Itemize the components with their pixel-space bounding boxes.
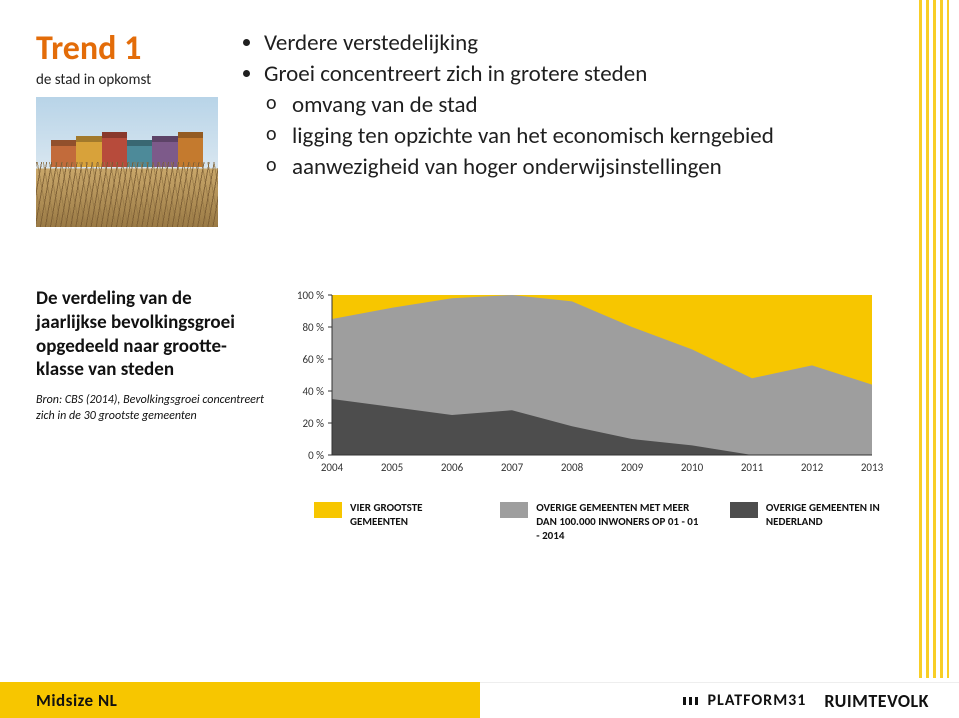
x-tick-label: 2009 [621, 461, 644, 474]
top-row: Trend 1 de stad in opkomst Verdere verst… [36, 28, 923, 227]
legend-swatch [500, 502, 528, 518]
x-tick-label: 2004 [321, 461, 344, 474]
bullet-item: Verdere verstedelijking [264, 28, 774, 59]
x-tick-label: 2008 [561, 461, 584, 474]
decorative-side-stripes [919, 0, 949, 678]
sub-bullet: oomvang van de stad [292, 90, 774, 121]
bullet-text: Groei concentreert zich in grotere stede… [264, 60, 647, 88]
chart-box: 0 %20 %40 %60 %80 %100 %2004200520062007… [284, 287, 923, 542]
sub-bullet-text: omvang van de stad [292, 91, 478, 119]
stacked-area-chart: 0 %20 %40 %60 %80 %100 %2004200520062007… [284, 287, 884, 487]
x-tick-label: 2013 [861, 461, 884, 474]
trend-image [36, 97, 218, 227]
y-tick-label: 60 % [302, 353, 324, 366]
chart-section: De verdeling van de jaarlijkse bevolking… [36, 287, 923, 542]
legend-label: OVERIGE GEMEENTEN IN NEDERLAND [766, 501, 923, 529]
x-tick-label: 2011 [741, 461, 764, 474]
y-tick-label: 100 % [297, 289, 324, 302]
trend-card: Trend 1 de stad in opkomst [36, 28, 218, 227]
footer-bar: Midsize NL PLATFORM31 RUIMTEVOLK [0, 682, 959, 718]
ruimtevolk-logo: RUIMTEVOLK [824, 690, 929, 712]
legend-label: VIER GROOTSTE GEMEENTEN [350, 501, 470, 529]
chart-legend: VIER GROOTSTE GEMEENTEN OVERIGE GEMEENTEN… [284, 501, 923, 542]
bullet-item: Groei concentreert zich in grotere stede… [264, 59, 774, 183]
slide-page: Trend 1 de stad in opkomst Verdere verst… [0, 0, 959, 718]
legend-item-overige-100k: OVERIGE GEMEENTEN MET MEER DAN 100.000 I… [500, 501, 700, 542]
chart-caption-title: De verdeling van de jaarlijkse bevolking… [36, 287, 266, 382]
chart-caption: De verdeling van de jaarlijkse bevolking… [36, 287, 266, 424]
legend-item-overige-gemeenten-nl: OVERIGE GEMEENTEN IN NEDERLAND [730, 501, 923, 542]
footer-right: PLATFORM31 RUIMTEVOLK [480, 682, 959, 718]
legend-item-vier-grootste: VIER GROOTSTE GEMEENTEN [314, 501, 470, 542]
x-tick-label: 2012 [801, 461, 824, 474]
sub-bullet-text: ligging ten opzichte van het economisch … [292, 122, 774, 150]
x-tick-label: 2007 [501, 461, 524, 474]
x-tick-label: 2005 [381, 461, 403, 474]
chart-caption-source: Bron: CBS (2014), Bevolkingsgroei concen… [36, 392, 266, 424]
trend-title: Trend 1 [36, 28, 218, 69]
x-tick-label: 2010 [681, 461, 704, 474]
y-tick-label: 80 % [302, 321, 324, 334]
bullet-list: Verdere verstedelijking Groei concentree… [242, 28, 774, 227]
y-tick-label: 40 % [302, 385, 324, 398]
trend-subtitle: de stad in opkomst [36, 71, 218, 89]
platform31-logo: PLATFORM31 [683, 691, 806, 710]
footer-left: Midsize NL [0, 682, 480, 718]
legend-swatch [314, 502, 342, 518]
sub-bullet-text: aanwezigheid van hoger onderwijsinstelli… [292, 153, 722, 181]
y-tick-label: 20 % [302, 417, 324, 430]
sub-bullet: oligging ten opzichte van het economisch… [292, 121, 774, 152]
legend-label: OVERIGE GEMEENTEN MET MEER DAN 100.000 I… [536, 501, 700, 542]
x-tick-label: 2006 [441, 461, 464, 474]
sub-bullet: oaanwezigheid van hoger onderwijsinstell… [292, 152, 774, 183]
legend-swatch [730, 502, 758, 518]
